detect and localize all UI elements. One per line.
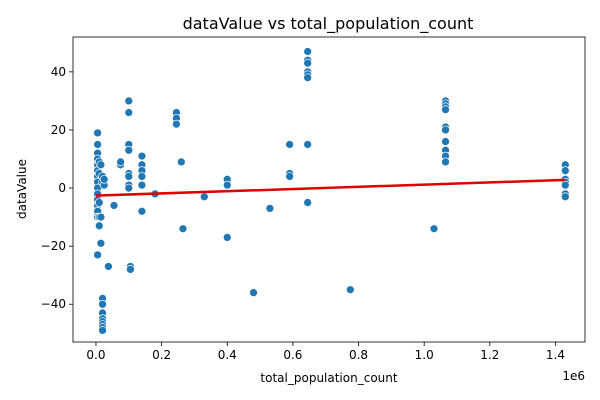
data-point [98,299,107,309]
data-point [303,58,313,68]
data-point [137,172,147,181]
data-point [429,224,439,234]
data-point [303,198,313,207]
chart-title: dataValue vs total_population_count [183,14,474,34]
data-point [116,157,125,167]
regression-line [95,178,566,197]
x-tick-label: 1.2 [480,348,499,362]
data-point [560,166,570,175]
data-point [303,140,313,149]
data-point [96,160,106,170]
y-tick-label: −20 [41,239,66,253]
x-tick-label: 0.8 [349,348,368,362]
data-point [96,212,106,222]
data-point [222,180,232,190]
y-tick-label: 40 [51,65,66,79]
plot-border [72,36,586,343]
plot-frame [73,37,585,342]
x-tick-label: 0.2 [152,348,171,362]
data-point [93,128,102,138]
data-point [96,238,106,248]
x-tick-label: 0.4 [218,348,237,362]
data-point [93,250,102,260]
x-tick-label: 1.4 [546,348,565,362]
data-point [109,201,119,210]
data-point [104,262,113,271]
data-point [265,204,275,213]
data-point [303,73,313,83]
data-point [124,145,134,155]
data-point [94,221,104,231]
data-point [172,119,181,129]
data-point [441,105,450,114]
x-axis-offset-label: 1e6 [562,369,585,383]
x-tick-label: 1.0 [415,348,434,362]
data-point [126,265,135,274]
y-tick-label: 20 [51,123,66,137]
data-point [124,96,134,106]
data-point [199,192,209,202]
plot-area: 0.0 0.2 0.4 0.6 0.8 1.0 1.2 1.4 −40 −20 0 20 40 [41,36,586,362]
data-point [137,180,147,190]
data-point [98,326,107,335]
data-point [222,233,232,242]
data-point [137,151,147,161]
data-point [285,140,294,149]
data-point [345,285,355,295]
y-axis-ticks: −40 −20 0 20 40 [41,65,73,311]
data-point [303,47,313,56]
data-point [93,140,102,149]
y-axis-label: dataValue [15,159,29,219]
data-point [137,206,147,216]
data-point [441,137,450,146]
data-point [285,172,294,181]
data-point [124,183,134,193]
data-point [560,192,570,202]
data-point [249,288,258,297]
data-point [99,174,109,184]
y-tick-label: −40 [41,297,66,311]
data-point [124,108,134,117]
data-point [176,157,186,167]
data-point [124,172,134,181]
x-tick-label: 0.0 [86,348,105,362]
data-point [178,224,188,234]
x-axis-label: total_population_count [260,371,397,385]
data-point [560,180,570,190]
data-point [441,125,450,135]
x-tick-label: 0.6 [283,348,302,362]
data-point [94,198,104,207]
regression-line-path [95,178,566,197]
x-axis-ticks: 0.0 0.2 0.4 0.6 0.8 1.0 1.2 1.4 [86,342,565,362]
data-point [441,157,450,167]
y-tick-label: 0 [58,181,66,195]
data-points [93,47,570,335]
